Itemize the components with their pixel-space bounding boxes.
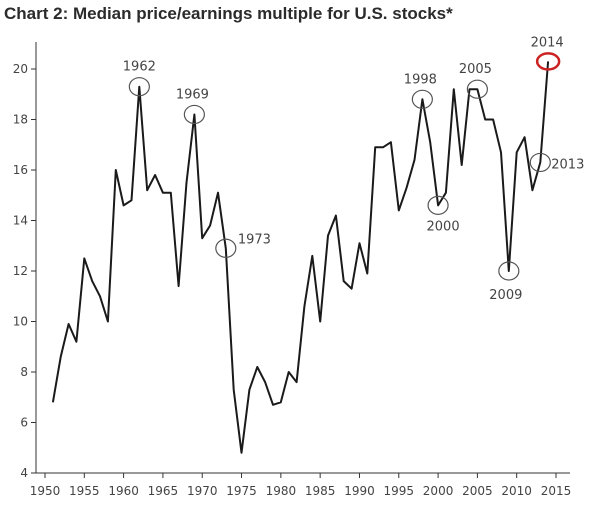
annotation-circle-1962 xyxy=(128,77,150,97)
annotation-label-1962: 1962 xyxy=(123,60,156,75)
y-tick-label: 4 xyxy=(20,466,28,480)
y-ticks: 4 6 8 10 12 14 16 18 20 xyxy=(13,62,36,480)
chart-title: Chart 2: Median price/earnings multiple … xyxy=(4,4,453,23)
annotation-label-1998: 1998 xyxy=(404,72,437,87)
annotation-label-2013: 2013 xyxy=(551,157,584,172)
x-tick-label: 1965 xyxy=(148,484,179,498)
y-tick-label: 12 xyxy=(13,264,28,278)
annotation-circle-2009 xyxy=(498,261,520,281)
x-tick-label: 1985 xyxy=(305,484,336,498)
annotation-label-2000: 2000 xyxy=(427,219,460,234)
annotation-label-1973: 1973 xyxy=(238,232,271,247)
annotation-circle-1969 xyxy=(183,104,205,125)
annotation-circle-2014 xyxy=(535,52,561,71)
y-tick-label: 16 xyxy=(13,163,28,177)
annotations: 1962 1969 1973 1998 2000 2005 2009 2013 2014 xyxy=(123,35,585,303)
annotation-circle-2013 xyxy=(529,152,551,173)
annotation-label-2009: 2009 xyxy=(489,288,522,303)
annotation-label-1969: 1969 xyxy=(176,87,209,102)
x-tick-label: 2015 xyxy=(541,484,572,498)
annotation-circle-2005 xyxy=(466,79,488,99)
annotation-circle-2000 xyxy=(427,195,449,215)
x-tick-label: 2005 xyxy=(462,484,493,498)
y-tick-label: 18 xyxy=(13,113,28,127)
x-tick-label: 1950 xyxy=(30,484,61,498)
x-tick-label: 1970 xyxy=(187,484,218,498)
pe-series-line xyxy=(51,61,550,454)
x-tick-label: 2010 xyxy=(501,484,532,498)
x-tick-label: 1990 xyxy=(344,484,375,498)
y-tick-label: 8 xyxy=(20,365,28,379)
x-tick-label: 2000 xyxy=(423,484,454,498)
y-tick-label: 14 xyxy=(13,214,28,228)
annotation-label-2014: 2014 xyxy=(531,35,564,50)
annotation-label-2005: 2005 xyxy=(459,62,492,77)
x-tick-label: 1960 xyxy=(108,484,139,498)
y-tick-label: 6 xyxy=(20,416,28,430)
y-tick-label: 20 xyxy=(13,62,28,76)
y-tick-label: 10 xyxy=(13,315,28,329)
x-ticks: 1950 1955 1960 1965 1970 1975 1980 1985 1990 1995… xyxy=(30,473,572,498)
x-tick-label: 1995 xyxy=(383,484,414,498)
x-tick-label: 1975 xyxy=(226,484,257,498)
x-tick-label: 1955 xyxy=(69,484,100,498)
x-tick-label: 1980 xyxy=(266,484,297,498)
annotation-circle-1973 xyxy=(215,238,237,258)
annotation-circle-1998 xyxy=(411,89,433,109)
